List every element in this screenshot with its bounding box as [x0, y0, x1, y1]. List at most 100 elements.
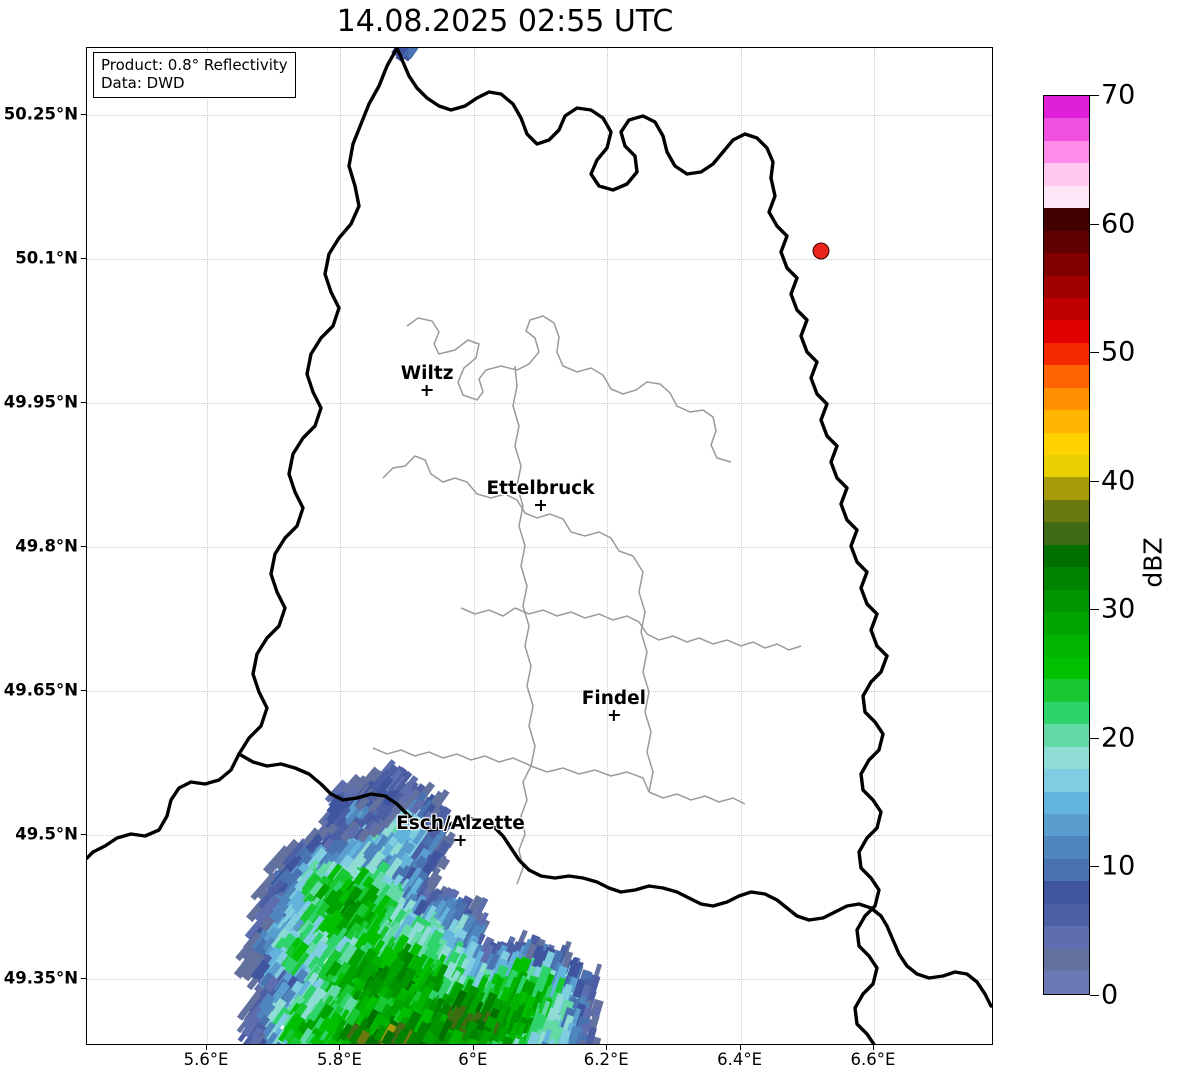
radar-echo-cell [347, 1007, 362, 1024]
country-border [87, 48, 992, 1044]
border-layer [87, 48, 992, 1044]
longitude-tick-mark [339, 1045, 341, 1050]
map-frame[interactable]: Wiltz Ettelbruck Findel Esch/Alzette Produc… [86, 47, 993, 1045]
radar-echo-cell [328, 899, 345, 916]
colorbar-band [1044, 522, 1089, 545]
radar-echo-cell [235, 931, 262, 962]
radar-echo-cell [480, 981, 496, 1005]
city-cross-icon [535, 499, 546, 511]
colorbar-band [1044, 320, 1089, 343]
radar-echo-cell [419, 940, 442, 972]
latitude-tick-label: 50.25°N [3, 104, 78, 124]
latitude-tick-mark [81, 833, 86, 835]
colorbar-band [1044, 432, 1089, 455]
longitude-tick-label: 6.4°E [717, 1050, 763, 1069]
colorbar-band [1044, 118, 1089, 141]
colorbar-band [1044, 477, 1089, 500]
radar-echo-cell [442, 970, 461, 1000]
longitude-tick-mark [206, 1045, 208, 1050]
radar-echo-cell [367, 1012, 385, 1036]
radar-echo-cell [532, 965, 543, 978]
radar-echo-cell [316, 955, 339, 985]
latitude-tick-label: 49.65°N [3, 680, 78, 700]
radar-echo-cell [405, 877, 424, 902]
colorbar-tick-label: 0 [1101, 979, 1119, 1011]
radar-echo-cell [283, 1028, 297, 1043]
colorbar-band [1044, 634, 1089, 657]
radar-echo-cell [413, 985, 432, 1012]
colorbar-tick-mark [1090, 480, 1099, 482]
radar-echo-cell [332, 840, 358, 870]
radar-echo-cell [254, 885, 269, 900]
city-cross-icon [421, 384, 433, 396]
colorbar-band [1044, 971, 1089, 994]
radar-echo-cell [305, 986, 326, 1011]
colorbar-band [1044, 656, 1089, 680]
radar-echo-cell [375, 905, 396, 932]
radar-echo-cell [361, 923, 381, 948]
longitude-tick-label: 5.6°E [183, 1050, 229, 1069]
city-name: Ettelbruck [486, 477, 595, 499]
radar-echo-cell [381, 820, 398, 838]
radar-echo-cell [531, 966, 548, 999]
radar-echo-cell [244, 919, 265, 941]
radar-echo-cell [506, 992, 523, 1023]
radar-echo-cell [344, 851, 365, 876]
radar-echo-cell [335, 840, 350, 856]
page-title: 14.08.2025 02:55 UTC [336, 4, 674, 39]
longitude-tick-label: 5.8°E [316, 1050, 362, 1069]
radar-echo-cell [325, 860, 338, 874]
colorbar-band [1044, 769, 1089, 792]
colorbar[interactable] [1043, 95, 1090, 995]
longitude-tick-mark [872, 1045, 874, 1050]
radar-echo-cell [251, 959, 271, 981]
colorbar-tick-label: 70 [1101, 79, 1136, 111]
radar-echo-cell [273, 921, 289, 939]
radar-station-marker[interactable] [812, 242, 830, 260]
colorbar-band [1044, 612, 1089, 635]
radar-echo-cell [395, 1006, 411, 1024]
radar-echo-cell [416, 957, 435, 985]
radar-echo-cell [242, 1005, 262, 1029]
radar-echo-cell [305, 835, 323, 854]
radar-echo-cell [492, 1022, 502, 1035]
colorbar-band [1044, 926, 1089, 949]
colorbar-tick-mark [1090, 995, 1099, 996]
radar-echo-cell [298, 1027, 314, 1044]
colorbar-tick-mark [1090, 223, 1099, 225]
radar-echo-cell [352, 959, 369, 982]
colorbar-band [1044, 499, 1089, 523]
latitude-tick-mark [81, 114, 86, 116]
radar-echo-cell [241, 1015, 261, 1038]
radar-echo-cell [460, 914, 477, 937]
radar-echo-cell [348, 833, 373, 864]
radar-echo-cell [282, 955, 296, 970]
longitude-tick-mark [739, 1045, 741, 1050]
colorbar-band [1044, 836, 1089, 859]
colorbar-band [1044, 342, 1089, 366]
colorbar-band [1044, 679, 1089, 702]
colorbar-tick-label: 40 [1101, 465, 1136, 497]
radar-echo-cell [511, 1004, 526, 1026]
radar-echo-cell [233, 949, 261, 979]
colorbar-band [1044, 701, 1089, 725]
radar-echo-cell [250, 929, 269, 951]
radar-echo-cell [563, 957, 579, 988]
colorbar-band [1044, 903, 1089, 927]
radar-echo-cell [262, 845, 292, 876]
city-label-ettelbruck: Ettelbruck [486, 477, 595, 511]
colorbar-band [1044, 253, 1089, 276]
radar-echo-cell [373, 880, 389, 898]
colorbar-band [1044, 230, 1089, 254]
radar-echo-cell [465, 950, 485, 982]
radar-echo-cell [379, 973, 393, 992]
colorbar-band [1044, 948, 1089, 972]
colorbar-band [1044, 275, 1089, 298]
radar-echo-cell [411, 824, 429, 847]
colorbar-band [1044, 814, 1089, 837]
radar-echo-cell [353, 866, 370, 887]
radar-echo-cell [419, 890, 440, 916]
map-clip: Wiltz Ettelbruck Findel Esch/Alzette Produc… [87, 48, 992, 1044]
radar-echo-cell [477, 942, 495, 964]
radar-echo-layer [233, 48, 604, 1044]
